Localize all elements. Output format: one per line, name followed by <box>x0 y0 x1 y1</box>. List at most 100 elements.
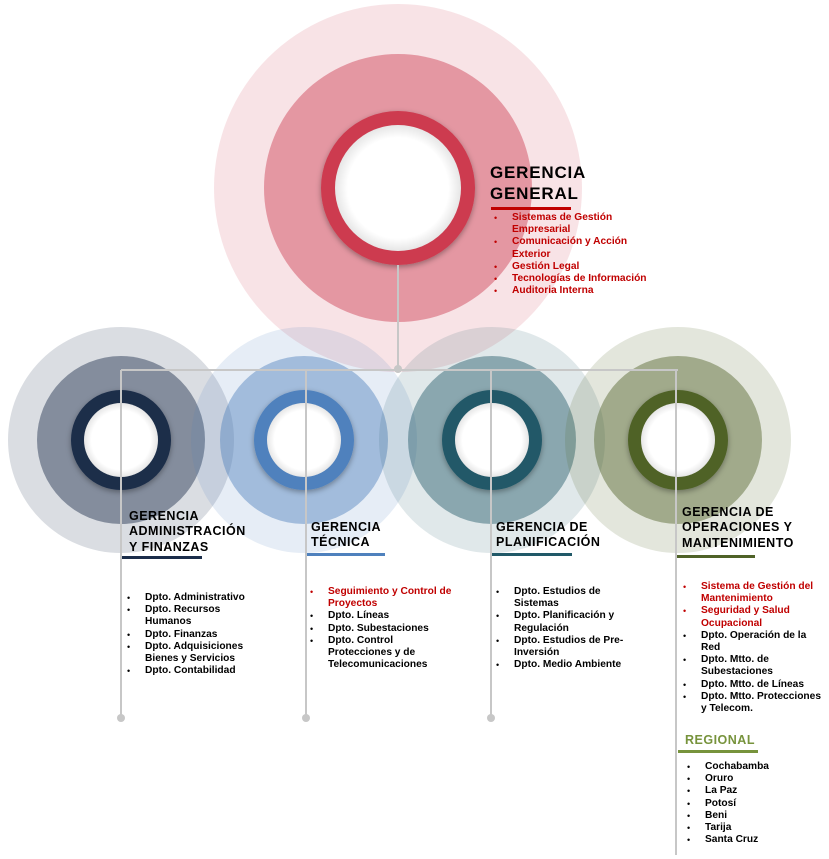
regional-list-item-text: La Paz <box>705 785 738 797</box>
planificacion-list-item-text: Dpto. Estudios de Pre-Inversión <box>514 634 624 659</box>
general-list-item-text: Auditoria Interna <box>512 285 594 297</box>
admin-list-item-text: Dpto. Adquisiciones Bienes y Servicios <box>145 640 244 665</box>
regional-list-item-text: Beni <box>705 809 728 821</box>
bullet-icon: • <box>683 582 687 592</box>
connector-dot-admin <box>117 714 125 722</box>
planificacion-list-item-text: Dpto. Planificación y Regulación <box>514 610 615 634</box>
regional-list-item: • Potosí <box>686 798 806 810</box>
regional-list-item: • Oruro <box>686 773 806 785</box>
admin-list-item-text: Dpto. Recursos Humanos <box>145 604 221 628</box>
admin-list-item: • Dpto. Recursos Humanos <box>126 604 266 628</box>
operaciones-circle-group <box>565 327 791 553</box>
tecnica-list-item: • Dpto. Subestaciones <box>309 623 454 635</box>
admin-title-line3: Y FINANZAS <box>129 539 209 554</box>
bullet-icon: • <box>687 762 691 772</box>
regional-list-item-text: Santa Cruz <box>705 834 759 846</box>
tecnica-title: GERENCIA TÉCNICA <box>311 520 381 551</box>
regional-list-item-text: Oruro <box>705 773 734 785</box>
regional-list-item: • Tarija <box>686 822 806 834</box>
tecnica-list-item: • Dpto. Control Protecciones y de Telecom… <box>309 635 454 672</box>
general-list-item: • Gestión Legal <box>493 261 668 273</box>
connector-dot-general <box>394 365 402 373</box>
general-list: • Sistemas de Gestión Empresarial • Comunic… <box>493 212 668 297</box>
regional-title: REGIONAL <box>685 733 755 747</box>
bullet-icon: • <box>494 261 498 272</box>
planificacion-list-item: • Dpto. Estudios de Pre-Inversión <box>495 635 645 659</box>
bullet-icon: • <box>496 635 500 646</box>
operaciones-title-line2: OPERACIONES Y <box>682 520 793 535</box>
bullet-icon: • <box>494 274 498 285</box>
tecnica-core-center <box>267 403 341 477</box>
tecnica-list-item-text: Dpto. Control Protecciones y de Telecomu… <box>328 634 428 671</box>
general-title: GERENCIA GENERAL <box>490 162 586 205</box>
bullet-icon: • <box>310 635 314 646</box>
admin-list-item-text: Dpto. Contabilidad <box>145 665 236 677</box>
operaciones-list-item-text: Seguridad y Salud Ocupacional <box>701 605 790 629</box>
regional-title-underline <box>678 750 758 753</box>
regional-list-item-text: Potosí <box>705 797 737 809</box>
connector-end-dots <box>117 365 495 722</box>
admin-list-item: • Dpto. Contabilidad <box>126 665 266 677</box>
admin-title-underline <box>122 556 202 559</box>
tecnica-circle-group <box>191 327 417 553</box>
general-circle-group <box>214 4 582 372</box>
general-list-item-text: Tecnologías de Información <box>512 273 647 285</box>
general-title-line1: GERENCIA <box>490 163 587 182</box>
admin-title: GERENCIA ADMINISTRACIÓN Y FINANZAS <box>129 509 246 555</box>
bullet-icon: • <box>127 605 131 616</box>
bullet-icon: • <box>683 679 687 690</box>
bullet-icon: • <box>683 606 687 617</box>
bullet-icon: • <box>494 213 498 223</box>
bullet-icon: • <box>687 835 691 846</box>
operaciones-list-item: • Dpto. Operación de la Red <box>682 630 828 654</box>
operaciones-list-item-text: Dpto. Operación de la Red <box>701 629 807 654</box>
planificacion-title-line1: GERENCIA DE <box>496 520 588 534</box>
operaciones-list-item-text: Dpto. Mtto. de Subestaciones <box>701 654 773 678</box>
bullet-icon: • <box>127 641 131 652</box>
tecnica-title-underline <box>307 553 385 556</box>
connector-dot-planificacion <box>487 714 495 722</box>
admin-list-item: • Dpto. Administrativo <box>126 592 266 604</box>
admin-list: • Dpto. Administrativo • Dpto. Recursos Hum… <box>126 592 266 677</box>
bullet-icon: • <box>687 810 691 821</box>
tecnica-title-line2: TÉCNICA <box>311 535 371 550</box>
regional-list-item-text: Cochabamba <box>705 761 769 772</box>
admin-title-line1: GERENCIA <box>129 509 199 523</box>
tecnica-list-item-text: Seguimiento y Control de Proyectos <box>328 586 452 610</box>
regional-list-item: • Beni <box>686 810 806 822</box>
regional-list-item: • Santa Cruz <box>686 834 806 846</box>
operaciones-title-underline <box>677 555 755 558</box>
operaciones-list: • Sistema de Gestión del Mantenimiento • Se… <box>682 581 828 715</box>
operaciones-list-item: • Dpto. Mtto. Protecciones y Telecom. <box>682 691 828 715</box>
general-list-item: • Sistemas de Gestión Empresarial <box>493 212 668 236</box>
operaciones-list-item: • Seguridad y Salud Ocupacional <box>682 605 828 629</box>
bullet-icon: • <box>687 823 691 834</box>
bullet-icon: • <box>127 666 131 677</box>
operaciones-list-item-text: Sistema de Gestión del Mantenimiento <box>701 581 814 605</box>
general-title-underline <box>491 207 571 210</box>
tecnica-list: • Seguimiento y Control de Proyectos • Dpto… <box>309 586 454 671</box>
bullet-icon: • <box>494 237 498 248</box>
tecnica-list-item: • Seguimiento y Control de Proyectos <box>309 586 454 610</box>
admin-list-item: • Dpto. Adquisiciones Bienes y Servicios <box>126 641 266 665</box>
planificacion-list-item: • Dpto. Estudios de Sistemas <box>495 586 645 610</box>
bullet-icon: • <box>687 786 691 797</box>
general-title-line2: GENERAL <box>490 184 579 204</box>
planificacion-list-item-text: Dpto. Medio Ambiente <box>514 659 622 671</box>
bullet-icon: • <box>310 623 314 634</box>
operaciones-list-item-text: Dpto. Mtto. Protecciones y Telecom. <box>701 690 821 715</box>
regional-list: • Cochabamba • Oruro • La Paz • Potosí • Beni • Tar… <box>686 761 806 846</box>
bullet-icon: • <box>310 611 314 622</box>
bullet-icon: • <box>683 655 687 666</box>
planificacion-title-line2: PLANIFICACIÓN <box>496 535 601 550</box>
admin-list-item-text: Dpto. Finanzas <box>145 628 218 640</box>
general-list-item-text: Gestión Legal <box>512 260 580 272</box>
general-list-item: • Comunicación y Acción Exterior <box>493 236 668 260</box>
bullet-icon: • <box>496 587 500 597</box>
general-list-item-text: Comunicación y Acción Exterior <box>512 236 628 260</box>
operaciones-title: GERENCIA DE OPERACIONES Y MANTENIMIENTO <box>682 505 794 551</box>
bullet-icon: • <box>683 630 687 641</box>
operaciones-title-line1: GERENCIA DE <box>682 505 774 519</box>
bullet-icon: • <box>687 774 691 785</box>
